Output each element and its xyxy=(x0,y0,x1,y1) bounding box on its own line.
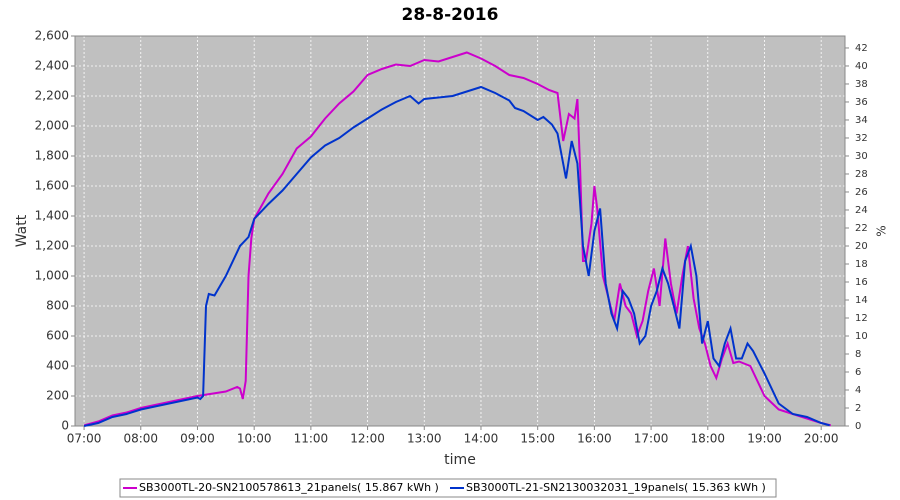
y2-tick-label: 26 xyxy=(855,187,868,198)
x-tick-label: 19:00 xyxy=(747,432,782,446)
legend-label: SB3000TL-20-SN2100578613_21panels( 15.86… xyxy=(139,481,439,494)
y2-axis-label: % xyxy=(875,225,889,236)
x-tick-label: 16:00 xyxy=(577,432,612,446)
x-tick-label: 14:00 xyxy=(464,432,499,446)
y2-tick-label: 24 xyxy=(855,205,868,216)
x-tick-label: 09:00 xyxy=(180,432,215,446)
y-tick-label: 1,000 xyxy=(35,269,69,283)
y2-tick-label: 34 xyxy=(855,115,868,126)
y2-tick-label: 18 xyxy=(855,259,868,270)
y-tick-label: 2,600 xyxy=(35,29,69,43)
y2-tick-label: 14 xyxy=(855,295,868,306)
y-tick-label: 400 xyxy=(46,359,69,373)
y2-tick-label: 16 xyxy=(855,277,868,288)
y2-tick-label: 38 xyxy=(855,79,868,90)
y2-tick-label: 36 xyxy=(855,97,868,108)
y2-tick-label: 10 xyxy=(855,331,868,342)
x-tick-label: 11:00 xyxy=(294,432,329,446)
y-tick-label: 600 xyxy=(46,329,69,343)
x-tick-label: 10:00 xyxy=(237,432,272,446)
y-axis-label: Watt xyxy=(14,214,30,247)
y-tick-label: 0 xyxy=(61,419,69,433)
y2-tick-label: 30 xyxy=(855,151,868,162)
plot-border xyxy=(74,35,846,427)
y-tick-label: 1,800 xyxy=(35,149,69,163)
y2-tick-label: 0 xyxy=(855,421,861,432)
y2-tick-label: 12 xyxy=(855,313,868,324)
y2-tick-label: 22 xyxy=(855,223,868,234)
y2-tick-label: 28 xyxy=(855,169,868,180)
y-tick-label: 1,400 xyxy=(35,209,69,223)
y-tick-label: 2,200 xyxy=(35,89,69,103)
chart-title: 28-8-2016 xyxy=(402,5,499,25)
x-tick-label: 17:00 xyxy=(634,432,669,446)
x-tick-label: 18:00 xyxy=(690,432,725,446)
y2-tick-label: 32 xyxy=(855,133,868,144)
y2-tick-label: 8 xyxy=(855,349,861,360)
y-tick-label: 2,000 xyxy=(35,119,69,133)
x-tick-label: 08:00 xyxy=(123,432,158,446)
y2-tick-label: 20 xyxy=(855,241,868,252)
x-axis-label: time xyxy=(444,452,476,468)
y-tick-label: 800 xyxy=(46,299,69,313)
y2-tick-label: 2 xyxy=(855,403,861,414)
series-line xyxy=(83,85,830,427)
y2-tick-label: 40 xyxy=(855,61,868,72)
legend-label: SB3000TL-21-SN2130032031_19panels( 15.36… xyxy=(466,481,766,494)
y2-tick-label: 4 xyxy=(855,385,861,396)
y2-tick-label: 42 xyxy=(855,43,868,54)
legend xyxy=(119,478,777,498)
y-tick-label: 1,600 xyxy=(35,179,69,193)
x-tick-label: 12:00 xyxy=(350,432,385,446)
x-tick-label: 07:00 xyxy=(67,432,102,446)
y-tick-label: 2,400 xyxy=(35,59,69,73)
x-tick-label: 15:00 xyxy=(520,432,555,446)
x-tick-label: 13:00 xyxy=(407,432,442,446)
y-tick-label: 1,200 xyxy=(35,239,69,253)
x-tick-label: 20:00 xyxy=(804,432,839,446)
y-tick-label: 200 xyxy=(46,389,69,403)
y2-tick-label: 6 xyxy=(855,367,861,378)
